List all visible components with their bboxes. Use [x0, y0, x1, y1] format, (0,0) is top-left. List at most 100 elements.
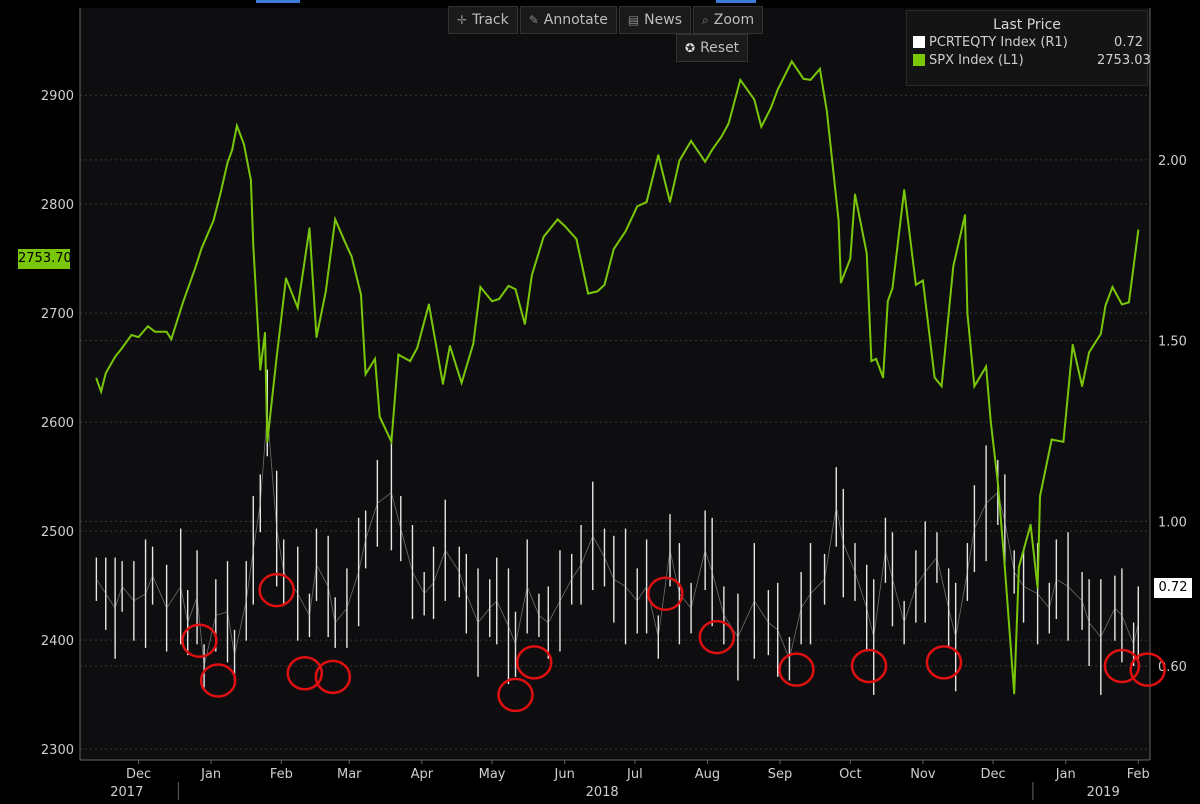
spx-point: [760, 125, 763, 128]
red-circle-annotation: [778, 652, 815, 687]
spx-point: [212, 219, 215, 222]
spx-point: [442, 383, 444, 385]
x-axis-month-label: Mar: [337, 767, 362, 782]
track-label: Track: [472, 12, 509, 28]
red-circle-annotation: [286, 655, 324, 691]
legend-item-name: SPX Index (L1): [929, 52, 1024, 68]
spx-point: [575, 238, 578, 240]
spx-point: [252, 244, 255, 247]
spx-point: [669, 201, 671, 203]
spx-point: [985, 365, 988, 368]
top-blue-marker: [716, 0, 756, 3]
x-axis-year-label: 2017: [110, 785, 143, 800]
left-axis-tick-label: 2600: [41, 416, 74, 431]
spx-point: [390, 440, 393, 443]
spx-point: [1071, 343, 1074, 346]
reset-label: Reset: [700, 40, 740, 56]
spx-point: [121, 347, 124, 349]
spx-point: [837, 219, 840, 222]
spx-point: [1062, 440, 1065, 443]
spx-point: [840, 281, 842, 284]
news-button[interactable]: ▤ News: [618, 6, 692, 34]
spx-point: [678, 159, 681, 162]
x-axis-month-label: Dec: [981, 767, 1006, 782]
spx-point: [940, 385, 943, 388]
spx-point: [973, 385, 976, 388]
spx-point: [996, 481, 999, 483]
spx-point: [603, 283, 606, 286]
spx-point: [507, 285, 510, 287]
spx-point: [315, 336, 318, 339]
red-circle-annotation: [497, 677, 534, 713]
x-axis-month-label: Feb: [1127, 767, 1150, 782]
spx-point: [231, 148, 234, 151]
zoom-label: Zoom: [713, 12, 755, 28]
reset-icon: ✪: [685, 41, 696, 55]
spx-point: [914, 283, 917, 286]
red-circle-annotation: [181, 623, 218, 658]
spx-point: [854, 193, 856, 196]
spx-point: [491, 300, 493, 303]
annotate-button[interactable]: ✎ Annotate: [519, 6, 617, 34]
spx-point: [870, 360, 873, 363]
spx-point: [1017, 566, 1020, 568]
spx-point: [921, 279, 924, 282]
spx-point: [1104, 304, 1107, 307]
spx-point: [219, 192, 222, 195]
spx-point: [624, 230, 627, 233]
legend-item-value: 0.72: [1114, 34, 1143, 50]
left-axis-tick-label: 2500: [41, 525, 74, 540]
spx-point: [523, 323, 526, 325]
spx-point: [818, 68, 821, 70]
spx-point: [769, 107, 772, 110]
spx-point: [296, 306, 299, 309]
spx-point: [235, 124, 238, 127]
spx-point: [100, 390, 102, 393]
legend-item-pcr: PCRTEQTY Index (R1) 0.72: [907, 33, 1147, 51]
spx-point: [1003, 566, 1006, 568]
magnifier-icon: ⌕: [702, 13, 709, 27]
spx-point: [1013, 692, 1016, 695]
spx-point: [170, 338, 173, 341]
x-axis-month-label: Aug: [695, 767, 720, 782]
x-axis-year-label: 2018: [586, 785, 619, 800]
spx-point: [409, 360, 412, 363]
spx-last-value-tag: 2753.70: [18, 249, 72, 269]
spx-point: [690, 140, 692, 142]
spx-point: [200, 246, 203, 249]
spx-point: [364, 373, 367, 376]
spx-point: [849, 257, 852, 260]
spx-point: [964, 214, 966, 216]
spx-point: [498, 298, 501, 300]
spx-point: [514, 288, 517, 291]
pencil-icon: ✎: [528, 13, 539, 27]
spx-point: [542, 235, 545, 238]
spx-point: [596, 290, 599, 293]
spx-point: [95, 377, 98, 380]
zoom-button[interactable]: ⌕ Zoom: [693, 6, 764, 34]
spx-point: [1050, 438, 1053, 441]
spx-point: [891, 287, 894, 289]
track-button[interactable]: ✛ Track: [448, 6, 518, 34]
spx-point: [530, 274, 533, 276]
spx-point: [1099, 332, 1102, 335]
spx-point: [825, 110, 828, 113]
spx-point: [802, 77, 805, 80]
annotate-label: Annotate: [543, 12, 608, 28]
x-axis-month-label: Jan: [1055, 767, 1076, 782]
pcr-series-line: [96, 412, 1139, 667]
spx-point: [882, 376, 884, 379]
spx-point: [266, 440, 269, 443]
spx-point: [753, 98, 756, 101]
spx-point: [1088, 351, 1091, 354]
spx-series-line: [95, 59, 1140, 694]
spx-point: [790, 60, 793, 63]
reset-button[interactable]: ✪ Reset: [676, 34, 749, 62]
spx-point: [1036, 586, 1039, 589]
spx-point: [727, 122, 730, 125]
red-circle-annotation: [314, 659, 352, 695]
spx-point: [165, 330, 168, 333]
spx-point: [704, 160, 707, 163]
spx-point: [739, 79, 742, 81]
